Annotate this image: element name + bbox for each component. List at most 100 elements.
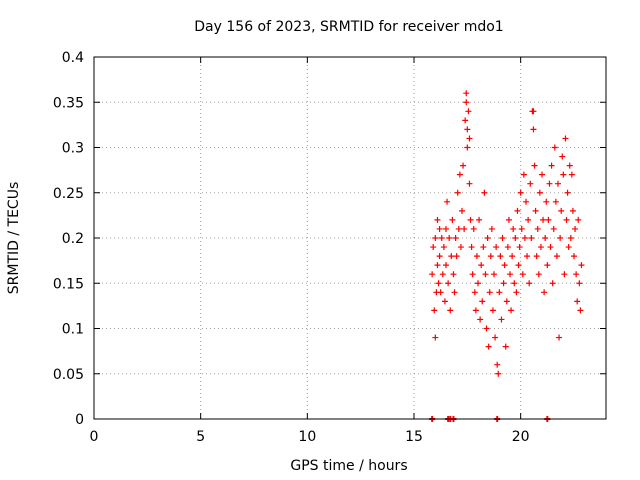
data-point <box>523 198 529 205</box>
data-point <box>569 207 576 214</box>
y-tick-label: 0.35 <box>53 95 84 111</box>
y-tick-label: 0.3 <box>62 141 84 157</box>
data-point <box>524 253 531 260</box>
data-point <box>511 280 518 287</box>
data-point <box>462 117 469 124</box>
data-point <box>476 216 483 223</box>
data-point <box>551 144 558 151</box>
data-point <box>531 162 538 169</box>
data-point <box>532 207 539 214</box>
data-point <box>500 280 507 287</box>
grid-lines <box>94 57 606 419</box>
data-point <box>510 225 517 232</box>
data-point <box>432 235 439 241</box>
data-point <box>481 189 488 196</box>
data-point <box>539 171 545 178</box>
data-point <box>517 189 524 196</box>
data-point <box>451 289 458 296</box>
data-point <box>461 225 468 232</box>
data-point <box>488 225 495 232</box>
y-axis-label: SRMTID / TECUs <box>6 182 22 295</box>
y-axis-ticks: 0 0.05 0.1 0.15 0.2 0.25 0.3 0.35 0.4 <box>53 50 606 428</box>
data-point <box>553 253 560 260</box>
data-point <box>520 171 527 178</box>
data-point <box>450 271 457 278</box>
data-point <box>483 325 490 332</box>
data-point <box>446 235 453 241</box>
data-point <box>473 253 480 260</box>
data-point <box>528 235 535 241</box>
data-point <box>535 271 542 278</box>
data-point <box>557 235 564 241</box>
data-point <box>501 262 508 269</box>
data-point <box>477 316 484 323</box>
data-point <box>515 262 522 269</box>
data-point <box>464 126 471 133</box>
data-point <box>509 253 516 260</box>
data-point <box>577 307 584 314</box>
data-point <box>576 280 583 287</box>
data-point <box>550 225 557 232</box>
data-point <box>434 262 441 269</box>
data-point <box>556 334 563 341</box>
data-point <box>518 225 525 232</box>
data-point <box>555 180 561 187</box>
data-point <box>466 135 473 142</box>
data-point <box>536 189 543 196</box>
data-point <box>452 235 459 241</box>
x-tick-label: 10 <box>298 429 316 445</box>
data-point <box>568 171 575 178</box>
data-point <box>575 216 582 223</box>
data-point <box>449 216 456 223</box>
data-point <box>545 216 552 223</box>
data-point <box>475 280 481 287</box>
data-point <box>469 271 476 278</box>
data-point <box>485 343 492 350</box>
data-point <box>436 225 443 232</box>
data-point <box>544 262 551 269</box>
data-point <box>471 289 478 296</box>
data-point <box>459 207 465 214</box>
x-axis-ticks: 0 5 10 15 20 <box>90 57 530 445</box>
data-point <box>496 289 503 296</box>
data-point <box>491 271 497 278</box>
data-point <box>514 207 521 214</box>
data-point <box>468 244 475 251</box>
y-tick-label: 0.2 <box>62 231 84 247</box>
y-tick-label: 0.25 <box>53 186 84 202</box>
data-point <box>467 216 474 223</box>
data-point <box>456 171 463 178</box>
data-point <box>505 216 512 223</box>
data-point <box>436 253 443 260</box>
data-point <box>542 235 549 241</box>
data-point <box>455 225 462 232</box>
data-point <box>534 225 541 232</box>
data-point <box>530 108 537 115</box>
data-point <box>527 180 534 187</box>
data-point <box>561 271 568 278</box>
data-point <box>460 162 467 169</box>
data-point <box>472 307 479 314</box>
data-point <box>504 244 511 251</box>
data-point <box>521 235 528 241</box>
data-point <box>443 262 449 269</box>
data-point <box>441 298 448 305</box>
x-tick-label: 5 <box>196 429 205 445</box>
data-point <box>566 162 573 169</box>
data-point <box>464 144 471 151</box>
data-point <box>519 271 526 278</box>
data-point <box>578 262 585 269</box>
x-axis-label: GPS time / hours <box>290 458 407 474</box>
data-point <box>574 298 581 305</box>
x-tick-label: 0 <box>90 429 99 445</box>
data-point <box>512 235 519 241</box>
data-point <box>558 207 565 214</box>
data-point <box>489 307 496 314</box>
data-point <box>495 370 502 377</box>
y-tick-label: 0.05 <box>53 367 84 383</box>
data-point <box>447 307 454 314</box>
data-point <box>507 271 513 278</box>
y-tick-label: 0.15 <box>53 276 84 292</box>
data-point <box>493 244 500 251</box>
